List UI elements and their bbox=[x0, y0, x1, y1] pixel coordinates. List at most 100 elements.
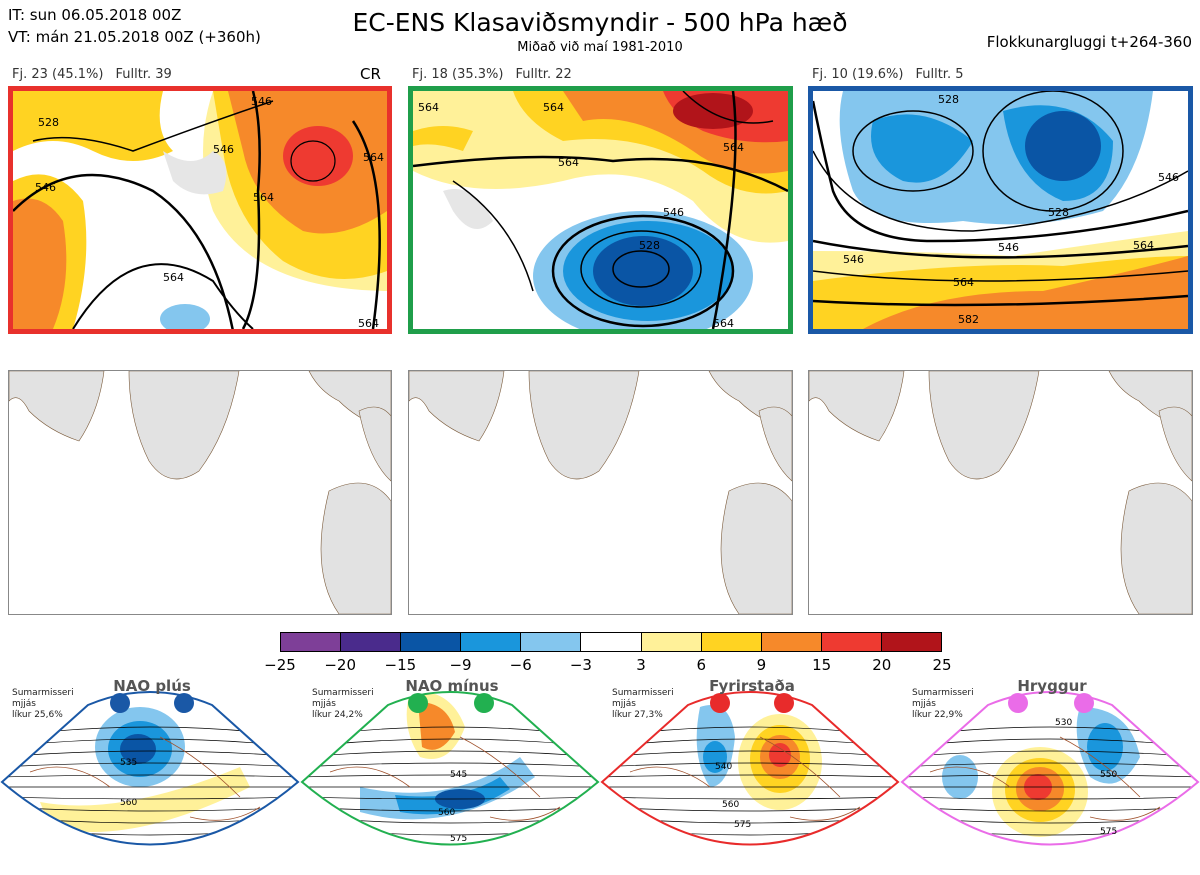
contour-label: 564 bbox=[253, 191, 274, 204]
contour-label: 546 bbox=[843, 253, 864, 266]
regime-marker-dot bbox=[174, 693, 194, 713]
initial-time: IT: sun 06.05.2018 00Z bbox=[8, 6, 182, 24]
regime-info-prob: líkur 22,9% bbox=[912, 710, 963, 720]
colorbar-cell bbox=[521, 633, 582, 651]
regime-info-prob: líkur 24,2% bbox=[312, 710, 363, 720]
regime-info-smoothed: mjjás bbox=[612, 699, 636, 709]
regime-info-season: Sumarmisseri bbox=[312, 688, 374, 698]
contour-label: 564 bbox=[723, 141, 744, 154]
contour-label: 564 bbox=[953, 276, 974, 289]
contour-label: 564 bbox=[558, 156, 579, 169]
cluster-2-caption: Fj. 18 (35.3%) Fulltr. 22 bbox=[412, 67, 584, 82]
regime-marker-dot bbox=[474, 693, 494, 713]
colorbar-tick-label: 3 bbox=[636, 656, 646, 674]
cluster-2-members: Fulltr. 22 bbox=[515, 67, 572, 82]
regime-marker-dot bbox=[1074, 693, 1094, 713]
regime-info-prob: líkur 25,6% bbox=[12, 710, 63, 720]
regime-map: 545 560 575 bbox=[300, 691, 600, 846]
cluster-3-map: 528 528 546 546 564 564 582 546 bbox=[808, 86, 1193, 334]
colorbar-tick-label: 25 bbox=[932, 656, 952, 674]
colorbar-tick-label: −3 bbox=[569, 656, 592, 674]
regime-contour-label: 575 bbox=[1100, 827, 1117, 837]
regime-info: Sumarmisseri mjjás líkur 24,2% bbox=[312, 688, 374, 721]
colorbar-cell bbox=[461, 633, 522, 651]
regime-panel: 530 550 575 bbox=[900, 677, 1200, 871]
regime-name: Fyrirstaða bbox=[709, 677, 795, 695]
colorbar-cell bbox=[401, 633, 462, 651]
regime-info-smoothed: mjjás bbox=[912, 699, 936, 709]
regime-map: 535 560 bbox=[0, 691, 300, 846]
regime-marker-dot bbox=[1008, 693, 1028, 713]
contour-label: 546 bbox=[213, 143, 234, 156]
regime-info-prob: líkur 27,3% bbox=[612, 710, 663, 720]
page-title: EC-ENS Klasaviðsmyndir - 500 hPa hæð bbox=[352, 8, 848, 37]
regime-name: Hryggur bbox=[1017, 677, 1087, 695]
regime-info-season: Sumarmisseri bbox=[612, 688, 674, 698]
cluster-2-fraction: Fj. 18 (35.3%) bbox=[412, 67, 504, 82]
regime-contour-label: 560 bbox=[438, 808, 455, 818]
contour-label: 564 bbox=[713, 317, 734, 329]
valid-time: VT: mán 21.05.2018 00Z (+360h) bbox=[8, 28, 261, 46]
regime-info: Sumarmisseri mjjás líkur 22,9% bbox=[912, 688, 974, 721]
colorbar-tick-label: −6 bbox=[509, 656, 532, 674]
cluster-1-members: Fulltr. 39 bbox=[115, 67, 172, 82]
colorbar-cell bbox=[821, 633, 882, 651]
cluster-1-fraction: Fj. 23 (45.1%) bbox=[12, 67, 104, 82]
header-info: IT: sun 06.05.2018 00Z VT: mán 21.05.201… bbox=[8, 4, 261, 48]
contour-label: 528 bbox=[1048, 206, 1069, 219]
regime-marker-dot bbox=[774, 693, 794, 713]
contour-label: 564 bbox=[1133, 239, 1154, 252]
page-subtitle: Miðað við maí 1981-2010 bbox=[517, 40, 683, 55]
regime-info-smoothed: mjjás bbox=[312, 699, 336, 709]
regime-name: NAO mínus bbox=[405, 677, 499, 695]
contour-label: 528 bbox=[938, 93, 959, 106]
regime-info-season: Sumarmisseri bbox=[12, 688, 74, 698]
colorbar-cell bbox=[341, 633, 402, 651]
colorbar-tick-label: −20 bbox=[324, 656, 356, 674]
colorbar-tick-label: 9 bbox=[756, 656, 767, 674]
contour-label: 564 bbox=[163, 271, 184, 284]
colorbar-tick-label: −25 bbox=[264, 656, 296, 674]
regime-panel: 540 560 575 bbox=[600, 677, 900, 871]
regime-contour-label: 540 bbox=[715, 762, 732, 772]
colorbar-tick-label: 15 bbox=[812, 656, 832, 674]
cluster-3-members: Fulltr. 5 bbox=[915, 67, 964, 82]
cluster-2-map: 564 546 528 564 564 564 564 bbox=[408, 86, 793, 334]
cluster-1-map: 528 546 546 564 564 546 564 564 bbox=[8, 86, 392, 334]
contour-label: 564 bbox=[418, 101, 439, 114]
empty-map-3 bbox=[808, 370, 1193, 615]
contour-label: 528 bbox=[639, 239, 660, 252]
regime-info-smoothed: mjjás bbox=[12, 699, 36, 709]
empty-map-2 bbox=[408, 370, 793, 615]
regime-info-season: Sumarmisseri bbox=[912, 688, 974, 698]
contour-label: 564 bbox=[358, 317, 379, 329]
colorbar-tick-label: 6 bbox=[696, 656, 707, 674]
colorbar-tick-label: 20 bbox=[872, 656, 892, 674]
regime-info: Sumarmisseri mjjás líkur 27,3% bbox=[612, 688, 674, 721]
regime-marker-dot bbox=[408, 693, 428, 713]
regime-contour-label: 545 bbox=[450, 770, 467, 780]
regime-map: 540 560 575 bbox=[600, 691, 900, 846]
colorbar-cell bbox=[881, 633, 942, 651]
cluster-3-caption: Fj. 10 (19.6%) Fulltr. 5 bbox=[812, 67, 976, 82]
cluster-1-caption: Fj. 23 (45.1%) Fulltr. 39 bbox=[12, 67, 184, 82]
regime-info: Sumarmisseri mjjás líkur 25,6% bbox=[12, 688, 74, 721]
regime-contour-label: 560 bbox=[722, 800, 739, 810]
contour-label: 546 bbox=[998, 241, 1019, 254]
regime-name: NAO plús bbox=[113, 677, 191, 695]
regime-map: 530 550 575 bbox=[900, 691, 1200, 846]
cluster-3-fraction: Fj. 10 (19.6%) bbox=[812, 67, 904, 82]
regime-contour-label: 535 bbox=[120, 758, 137, 768]
cluster-1-tag: CR bbox=[360, 65, 381, 83]
colorbar bbox=[280, 632, 942, 652]
regime-contour-label: 530 bbox=[1055, 718, 1072, 728]
empty-map-1 bbox=[8, 370, 392, 615]
contour-label: 564 bbox=[543, 101, 564, 114]
cluster-window: Flokkunargluggi t+264-360 bbox=[986, 33, 1192, 51]
contour-label: 546 bbox=[1158, 171, 1179, 184]
colorbar-cell bbox=[761, 633, 822, 651]
colorbar-tick-label: −15 bbox=[384, 656, 417, 674]
colorbar-cell bbox=[641, 633, 702, 651]
regime-contour-label: 550 bbox=[1100, 770, 1117, 780]
contour-label: 564 bbox=[363, 151, 384, 164]
